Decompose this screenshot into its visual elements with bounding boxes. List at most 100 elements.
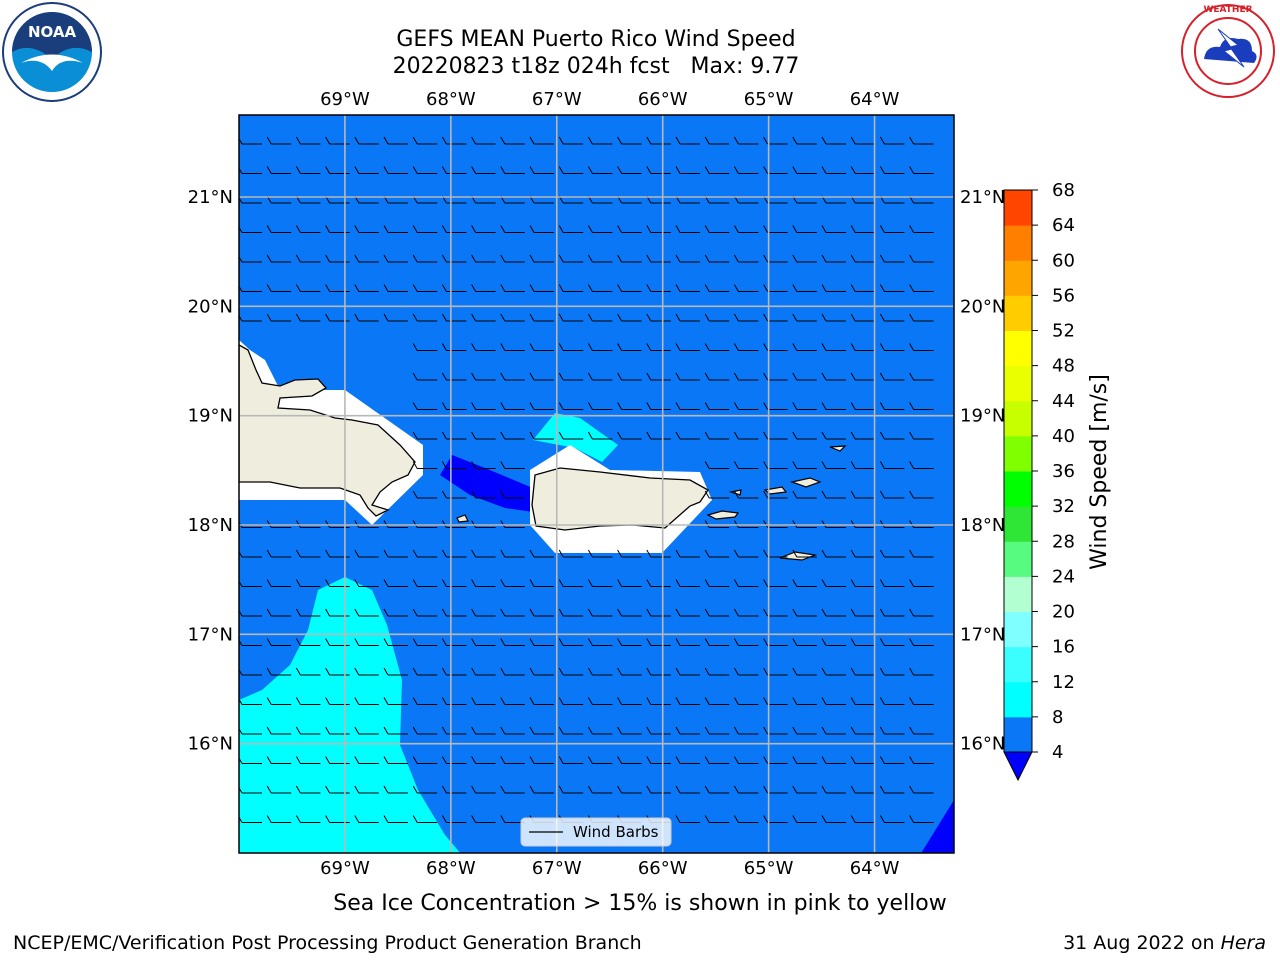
wind-barb (266, 313, 292, 322)
colorbar-segment (1004, 611, 1032, 648)
wind-barb (325, 136, 350, 145)
wind-barb (266, 579, 292, 587)
wind-barb (675, 166, 700, 174)
wind-barb (792, 697, 817, 705)
wind-barb (733, 726, 759, 735)
wind-barb (354, 638, 379, 646)
wind-barb (471, 785, 496, 794)
colorbar-segment (1004, 435, 1032, 472)
wind-barb (850, 461, 876, 469)
colorbar-segment (1004, 646, 1032, 683)
wind-barb (879, 697, 905, 705)
wind-barb (909, 313, 934, 322)
wind-barb (412, 136, 438, 145)
wind-barb (295, 697, 321, 705)
wind-barb (441, 815, 467, 823)
wind-barb (441, 579, 467, 587)
wind-barb (295, 166, 321, 174)
wind-barb (821, 638, 846, 646)
wind-barb (558, 608, 584, 617)
wind-barb (909, 490, 934, 499)
wind-barb (792, 461, 817, 469)
map-area: Wind Barbs (239, 115, 954, 853)
wind-barb (239, 668, 262, 676)
wind-barb (646, 697, 671, 705)
wind-barb (733, 667, 759, 676)
wind-barb (704, 490, 730, 499)
wind-barb (704, 756, 730, 764)
wind-barb (412, 520, 438, 528)
wind-barb (471, 756, 496, 764)
wind-barb (441, 431, 467, 440)
wind-barb (354, 225, 379, 233)
wind-contour-8-12-southwest (239, 577, 461, 853)
wind-barb (704, 225, 730, 233)
wind-barb (733, 402, 759, 410)
wind-barb (239, 550, 262, 558)
wind-barb (646, 284, 671, 292)
wind-barb (617, 785, 642, 794)
wind-barb (325, 697, 350, 705)
wind-barb (295, 579, 321, 587)
colorbar-segment (1004, 400, 1032, 437)
wind-barb (733, 756, 759, 764)
wind-barb (239, 167, 262, 174)
wind-barb (471, 549, 496, 558)
wind-barb (850, 284, 876, 292)
wind-barb (266, 815, 292, 823)
wind-barb (792, 490, 817, 499)
colorbar-tick-label: 20 (1052, 602, 1075, 623)
wind-barb (821, 726, 846, 735)
wind-barb (646, 608, 671, 617)
wind-barb (675, 431, 700, 440)
wind-barb (675, 785, 700, 794)
wind-barb (471, 136, 496, 145)
wind-barb (617, 166, 642, 174)
wind-barb (733, 549, 759, 558)
wind-barb (763, 136, 788, 145)
wind-barb (529, 756, 554, 764)
wind-barb (266, 284, 292, 292)
wind-barb (850, 608, 876, 617)
colorbar-segment (1004, 716, 1032, 753)
wind-barb (733, 520, 759, 528)
wind-barb (325, 579, 350, 587)
wind-barb (617, 225, 642, 233)
wind-contour-8-12-mona (533, 413, 618, 462)
wind-barb (617, 697, 642, 705)
wind-barb (500, 520, 525, 528)
colorbar-tick-label: 32 (1052, 496, 1075, 517)
wind-barb (879, 136, 905, 145)
wind-barb (500, 402, 525, 410)
wind-barb (471, 431, 496, 440)
wind-barb (909, 815, 934, 823)
wind-barb (239, 609, 262, 617)
wind-contour-below-4-southeast (921, 800, 954, 853)
gridlines (239, 115, 954, 853)
lon-label-top: 67°W (532, 89, 582, 110)
wind-barb (763, 313, 788, 322)
wind-barb (471, 490, 496, 499)
wind-barb (558, 431, 584, 440)
footer-credit: NCEP/EMC/Verification Post Processing Pr… (13, 932, 642, 954)
wind-barb (500, 638, 525, 646)
svg-text:NOAA: NOAA (28, 23, 77, 41)
wind-barb (266, 697, 292, 705)
wind-barb (909, 756, 934, 764)
wind-barb (441, 520, 467, 528)
wind-barb (850, 667, 876, 676)
colorbar-tick-label: 12 (1052, 672, 1075, 693)
colorbar-tick-label: 16 (1052, 637, 1075, 658)
wind-barb (704, 815, 730, 823)
wind-barb (383, 726, 408, 735)
wind-barb (266, 756, 292, 764)
wind-barb (879, 402, 905, 410)
wind-barb (733, 313, 759, 322)
wind-barb (500, 579, 525, 587)
wind-barb (383, 638, 408, 646)
wind-barb (587, 549, 613, 558)
wind-barb (733, 579, 759, 587)
wind-barb (354, 756, 379, 764)
wind-barb (909, 785, 934, 794)
wind-barb-legend: Wind Barbs (520, 817, 672, 847)
